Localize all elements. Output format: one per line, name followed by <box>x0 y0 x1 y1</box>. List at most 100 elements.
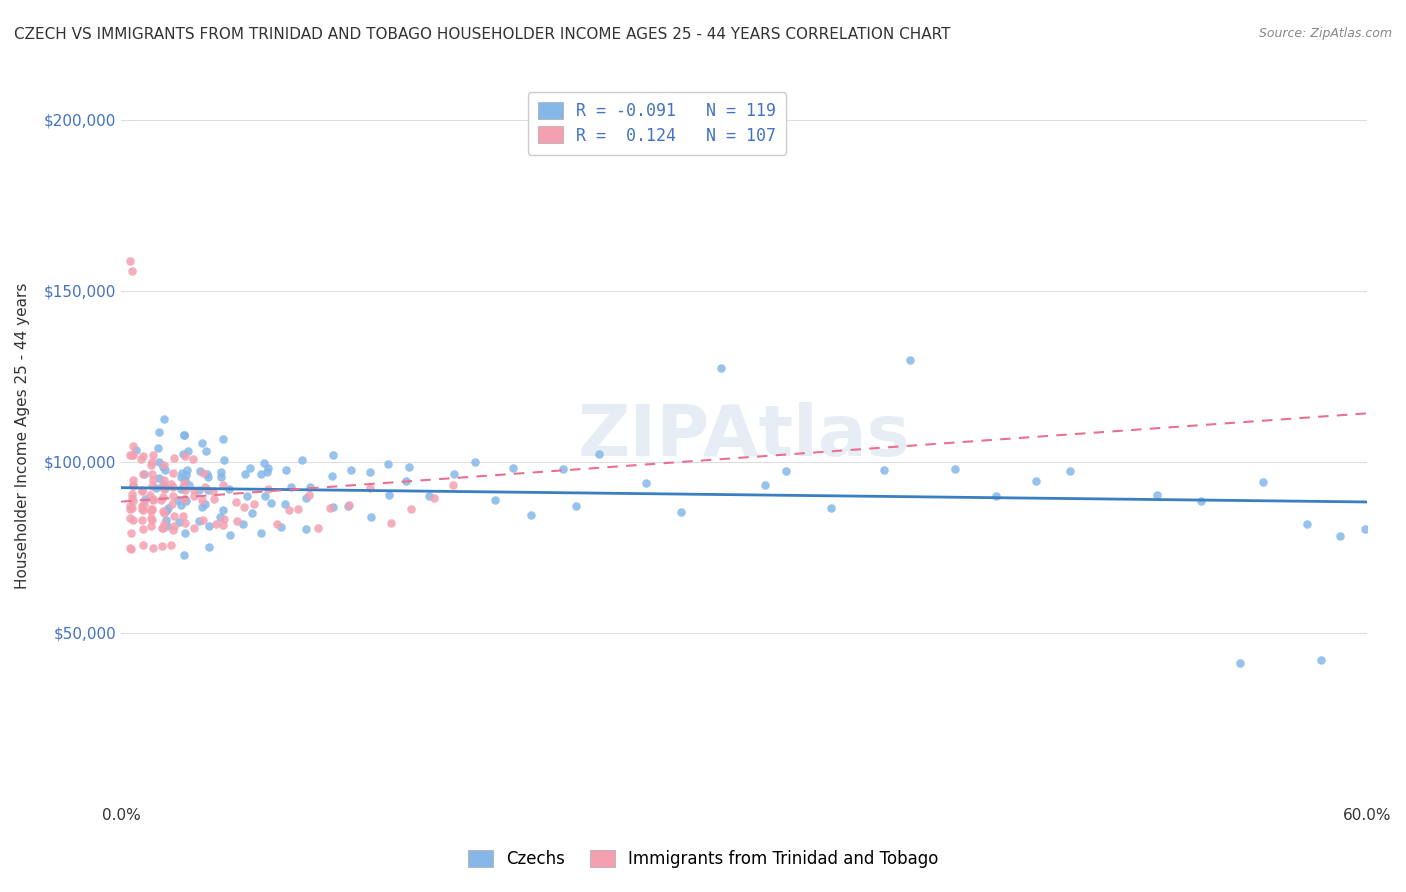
Point <box>153 506 176 520</box>
Point <box>152 491 174 505</box>
Point <box>984 489 1007 503</box>
Point <box>236 489 259 503</box>
Point <box>197 483 219 497</box>
Point <box>287 502 309 516</box>
Point <box>174 516 197 530</box>
Point <box>198 518 221 533</box>
Point <box>153 412 176 426</box>
Point <box>174 494 197 508</box>
Point <box>321 468 343 483</box>
Point <box>121 493 143 508</box>
Point <box>298 481 321 495</box>
Point <box>212 478 235 492</box>
Point <box>170 498 193 512</box>
Point <box>131 513 153 527</box>
Point <box>121 513 143 527</box>
Point <box>232 517 254 532</box>
Point <box>160 477 183 491</box>
Point <box>155 504 177 518</box>
Point <box>280 480 302 494</box>
Point <box>150 539 173 553</box>
Point <box>194 443 217 458</box>
Point <box>153 516 176 531</box>
Point <box>337 499 360 513</box>
Point <box>141 541 163 555</box>
Point <box>173 491 195 506</box>
Point <box>121 487 143 501</box>
Point <box>253 489 276 503</box>
Point <box>197 470 219 484</box>
Point <box>232 500 254 514</box>
Point <box>142 448 165 462</box>
Point <box>307 521 329 535</box>
Point <box>142 492 165 507</box>
Point <box>141 458 163 473</box>
Point <box>148 471 170 485</box>
Point <box>250 467 273 481</box>
Point <box>1251 475 1274 489</box>
Point <box>208 510 231 524</box>
Point <box>177 444 200 458</box>
Point <box>139 488 162 502</box>
Point <box>183 489 205 503</box>
Point <box>163 509 186 524</box>
Point <box>1393 525 1406 540</box>
Point <box>172 447 194 461</box>
Point <box>141 467 163 481</box>
Text: Source: ZipAtlas.com: Source: ZipAtlas.com <box>1258 27 1392 40</box>
Point <box>131 483 153 497</box>
Point <box>256 461 278 475</box>
Point <box>146 442 169 456</box>
Point <box>1146 488 1168 502</box>
Point <box>464 454 486 468</box>
Point <box>141 502 163 516</box>
Point <box>243 497 266 511</box>
Point <box>153 481 176 495</box>
Point <box>162 523 184 537</box>
Point <box>122 448 145 462</box>
Point <box>377 457 399 471</box>
Point <box>167 492 190 507</box>
Point <box>148 425 170 440</box>
Y-axis label: Householder Income Ages 25 - 44 years: Householder Income Ages 25 - 44 years <box>15 283 30 590</box>
Point <box>423 491 446 506</box>
Point <box>145 481 167 495</box>
Point <box>898 353 921 368</box>
Point <box>153 458 176 472</box>
Point <box>1310 653 1333 667</box>
Point <box>636 475 658 490</box>
Point <box>209 469 232 483</box>
Point <box>322 500 344 514</box>
Point <box>187 515 209 529</box>
Point <box>141 502 163 516</box>
Point <box>160 497 183 511</box>
Point <box>260 496 283 510</box>
Point <box>174 468 197 483</box>
Point <box>121 478 143 492</box>
Point <box>194 497 217 511</box>
Point <box>943 462 966 476</box>
Point <box>121 491 143 505</box>
Text: ZIPAtlas: ZIPAtlas <box>578 401 910 471</box>
Point <box>173 427 195 442</box>
Point <box>274 498 297 512</box>
Point <box>177 478 200 492</box>
Point <box>120 501 142 516</box>
Point <box>162 466 184 480</box>
Point <box>118 500 141 514</box>
Point <box>152 482 174 496</box>
Point <box>148 455 170 469</box>
Point <box>173 548 195 562</box>
Point <box>1025 474 1047 488</box>
Point <box>360 510 382 524</box>
Legend: R = -0.091   N = 119, R =  0.124   N = 107: R = -0.091 N = 119, R = 0.124 N = 107 <box>529 92 786 154</box>
Point <box>278 503 301 517</box>
Point <box>162 490 184 504</box>
Point <box>152 480 174 494</box>
Point <box>173 525 195 540</box>
Point <box>202 483 225 498</box>
Point <box>155 513 177 527</box>
Point <box>565 500 588 514</box>
Point <box>319 501 342 516</box>
Point <box>152 477 174 491</box>
